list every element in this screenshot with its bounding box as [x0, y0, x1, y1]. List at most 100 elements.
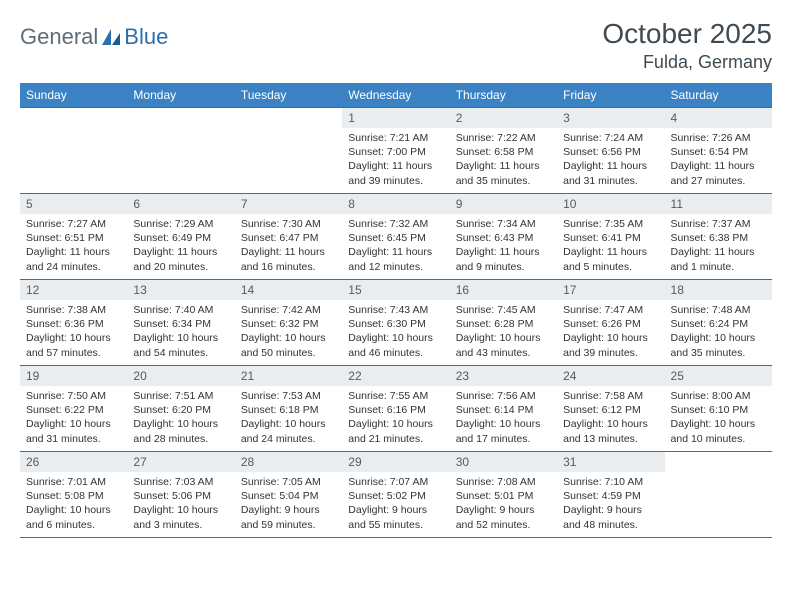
calendar-day: 17Sunrise: 7:47 AMSunset: 6:26 PMDayligh…	[557, 280, 664, 366]
calendar-week: 19Sunrise: 7:50 AMSunset: 6:22 PMDayligh…	[20, 366, 772, 452]
day-daylight2: and 9 minutes.	[456, 260, 551, 274]
day-daylight1: Daylight: 10 hours	[26, 331, 121, 345]
day-sunset: Sunset: 6:45 PM	[348, 231, 443, 245]
day-number: 1	[342, 108, 449, 128]
day-details: Sunrise: 7:26 AMSunset: 6:54 PMDaylight:…	[665, 128, 772, 192]
day-daylight2: and 54 minutes.	[133, 346, 228, 360]
day-daylight1: Daylight: 11 hours	[26, 245, 121, 259]
day-daylight1: Daylight: 10 hours	[241, 417, 336, 431]
day-daylight1: Daylight: 10 hours	[133, 503, 228, 517]
day-sunrise: Sunrise: 7:45 AM	[456, 303, 551, 317]
day-sunrise: Sunrise: 7:56 AM	[456, 389, 551, 403]
day-daylight1: Daylight: 11 hours	[241, 245, 336, 259]
day-number: 2	[450, 108, 557, 128]
weekday-header: Monday	[127, 83, 234, 108]
day-sunset: Sunset: 6:16 PM	[348, 403, 443, 417]
day-number: 21	[235, 366, 342, 386]
day-daylight1: Daylight: 11 hours	[456, 159, 551, 173]
calendar-day: 4Sunrise: 7:26 AMSunset: 6:54 PMDaylight…	[665, 108, 772, 194]
calendar-day: 20Sunrise: 7:51 AMSunset: 6:20 PMDayligh…	[127, 366, 234, 452]
day-number: 8	[342, 194, 449, 214]
day-sunset: Sunset: 5:01 PM	[456, 489, 551, 503]
day-number: 31	[557, 452, 664, 472]
day-sunrise: Sunrise: 7:48 AM	[671, 303, 766, 317]
day-details: Sunrise: 7:56 AMSunset: 6:14 PMDaylight:…	[450, 386, 557, 450]
calendar-day: 30Sunrise: 7:08 AMSunset: 5:01 PMDayligh…	[450, 452, 557, 538]
day-details: Sunrise: 7:42 AMSunset: 6:32 PMDaylight:…	[235, 300, 342, 364]
day-details: Sunrise: 7:58 AMSunset: 6:12 PMDaylight:…	[557, 386, 664, 450]
day-sunset: Sunset: 7:00 PM	[348, 145, 443, 159]
day-daylight2: and 48 minutes.	[563, 518, 658, 532]
day-sunrise: Sunrise: 7:40 AM	[133, 303, 228, 317]
calendar-body: 1Sunrise: 7:21 AMSunset: 7:00 PMDaylight…	[20, 108, 772, 538]
day-number: 3	[557, 108, 664, 128]
day-daylight2: and 39 minutes.	[348, 174, 443, 188]
day-daylight1: Daylight: 9 hours	[348, 503, 443, 517]
calendar-day: 10Sunrise: 7:35 AMSunset: 6:41 PMDayligh…	[557, 194, 664, 280]
day-sunrise: Sunrise: 7:50 AM	[26, 389, 121, 403]
weekday-header: Wednesday	[342, 83, 449, 108]
day-sunrise: Sunrise: 7:10 AM	[563, 475, 658, 489]
day-daylight2: and 35 minutes.	[671, 346, 766, 360]
day-number: 16	[450, 280, 557, 300]
header: General Blue October 2025 Fulda, Germany	[20, 18, 772, 73]
day-details: Sunrise: 7:30 AMSunset: 6:47 PMDaylight:…	[235, 214, 342, 278]
page-title: October 2025	[602, 18, 772, 50]
day-number: 13	[127, 280, 234, 300]
day-daylight2: and 21 minutes.	[348, 432, 443, 446]
day-daylight2: and 27 minutes.	[671, 174, 766, 188]
day-sunrise: Sunrise: 7:03 AM	[133, 475, 228, 489]
calendar-day	[127, 108, 234, 194]
logo-sail-icon	[100, 27, 122, 47]
calendar-day: 29Sunrise: 7:07 AMSunset: 5:02 PMDayligh…	[342, 452, 449, 538]
day-daylight2: and 28 minutes.	[133, 432, 228, 446]
calendar-day: 9Sunrise: 7:34 AMSunset: 6:43 PMDaylight…	[450, 194, 557, 280]
day-sunset: Sunset: 6:47 PM	[241, 231, 336, 245]
day-number: 7	[235, 194, 342, 214]
day-sunset: Sunset: 6:14 PM	[456, 403, 551, 417]
calendar-day: 12Sunrise: 7:38 AMSunset: 6:36 PMDayligh…	[20, 280, 127, 366]
calendar-day	[20, 108, 127, 194]
day-number: 27	[127, 452, 234, 472]
day-details: Sunrise: 7:21 AMSunset: 7:00 PMDaylight:…	[342, 128, 449, 192]
day-daylight2: and 6 minutes.	[26, 518, 121, 532]
day-sunset: Sunset: 6:28 PM	[456, 317, 551, 331]
day-number: 17	[557, 280, 664, 300]
day-sunrise: Sunrise: 7:22 AM	[456, 131, 551, 145]
day-sunset: Sunset: 6:54 PM	[671, 145, 766, 159]
day-number: 5	[20, 194, 127, 214]
day-sunset: Sunset: 6:51 PM	[26, 231, 121, 245]
day-sunrise: Sunrise: 7:51 AM	[133, 389, 228, 403]
day-sunset: Sunset: 6:12 PM	[563, 403, 658, 417]
calendar-day: 14Sunrise: 7:42 AMSunset: 6:32 PMDayligh…	[235, 280, 342, 366]
day-daylight1: Daylight: 11 hours	[671, 159, 766, 173]
day-sunrise: Sunrise: 7:37 AM	[671, 217, 766, 231]
day-number: 14	[235, 280, 342, 300]
day-daylight2: and 31 minutes.	[26, 432, 121, 446]
day-sunset: Sunset: 5:08 PM	[26, 489, 121, 503]
day-daylight1: Daylight: 10 hours	[241, 331, 336, 345]
day-daylight2: and 43 minutes.	[456, 346, 551, 360]
day-daylight1: Daylight: 10 hours	[26, 417, 121, 431]
day-number: 22	[342, 366, 449, 386]
day-daylight1: Daylight: 11 hours	[348, 245, 443, 259]
day-details: Sunrise: 7:37 AMSunset: 6:38 PMDaylight:…	[665, 214, 772, 278]
day-details: Sunrise: 7:22 AMSunset: 6:58 PMDaylight:…	[450, 128, 557, 192]
day-sunrise: Sunrise: 7:35 AM	[563, 217, 658, 231]
day-daylight2: and 24 minutes.	[26, 260, 121, 274]
day-sunrise: Sunrise: 7:01 AM	[26, 475, 121, 489]
day-daylight1: Daylight: 10 hours	[26, 503, 121, 517]
day-daylight1: Daylight: 10 hours	[348, 331, 443, 345]
calendar-day: 18Sunrise: 7:48 AMSunset: 6:24 PMDayligh…	[665, 280, 772, 366]
calendar-day: 19Sunrise: 7:50 AMSunset: 6:22 PMDayligh…	[20, 366, 127, 452]
day-daylight2: and 10 minutes.	[671, 432, 766, 446]
day-number: 20	[127, 366, 234, 386]
day-number: 30	[450, 452, 557, 472]
day-sunset: Sunset: 6:32 PM	[241, 317, 336, 331]
day-details: Sunrise: 7:24 AMSunset: 6:56 PMDaylight:…	[557, 128, 664, 192]
calendar-week: 12Sunrise: 7:38 AMSunset: 6:36 PMDayligh…	[20, 280, 772, 366]
day-sunset: Sunset: 6:38 PM	[671, 231, 766, 245]
day-details: Sunrise: 7:55 AMSunset: 6:16 PMDaylight:…	[342, 386, 449, 450]
day-sunrise: Sunrise: 7:07 AM	[348, 475, 443, 489]
day-daylight2: and 35 minutes.	[456, 174, 551, 188]
